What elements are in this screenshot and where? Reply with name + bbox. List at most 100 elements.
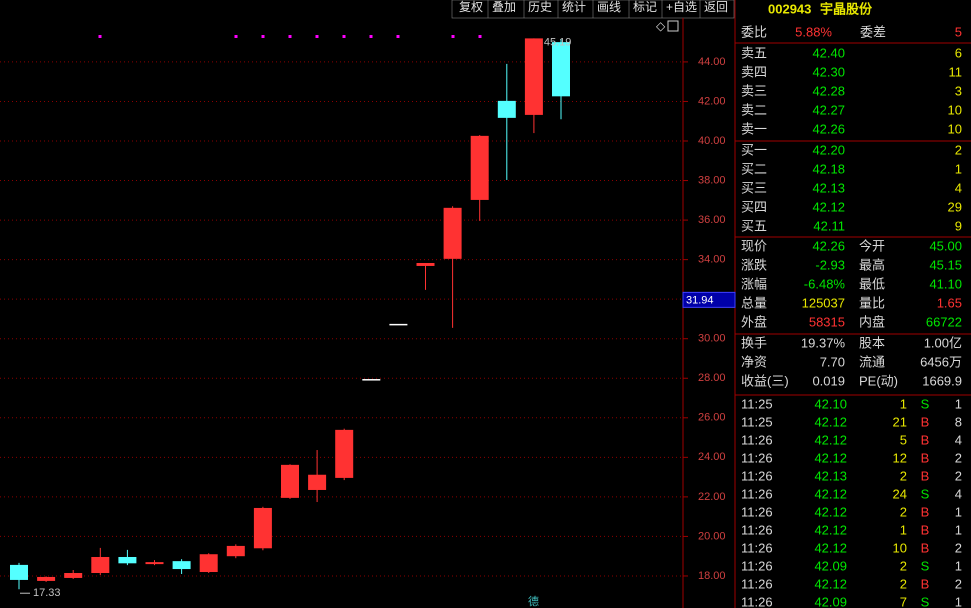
level-volume: 9 <box>955 218 962 233</box>
toolbar-button[interactable]: 复权 <box>459 0 483 14</box>
stat-label: 涨幅 <box>741 276 767 291</box>
trade-time: 11:26 <box>741 522 773 537</box>
stat-value: 41.10 <box>929 276 962 291</box>
event-dot <box>478 35 482 38</box>
trade-volume: 2 <box>900 504 907 519</box>
trade-volume: 2 <box>900 558 907 573</box>
trade-volume: 2 <box>900 576 907 591</box>
trade-price: 42.13 <box>814 468 847 483</box>
candle-body <box>552 42 570 97</box>
trade-side: B <box>921 450 930 465</box>
stat-value: -2.93 <box>815 257 845 272</box>
value: 5.88% <box>795 24 832 39</box>
level-label: 买二 <box>741 161 767 176</box>
trade-price: 42.12 <box>814 486 847 501</box>
y-tick-label: 26.00 <box>698 412 726 424</box>
level-label: 卖五 <box>741 45 767 60</box>
candle-body <box>470 135 489 200</box>
level-price: 42.28 <box>812 83 845 98</box>
y-tick-label: 20.00 <box>698 530 726 542</box>
y-tick-label: 36.00 <box>698 214 726 226</box>
trade-count: 1 <box>955 522 962 537</box>
trade-side: S <box>921 396 930 411</box>
price-marker-label: 31.94 <box>686 294 714 306</box>
toolbar-button[interactable]: 画线 <box>597 0 621 14</box>
candle-body <box>443 207 462 259</box>
stat-value: 45.00 <box>929 238 962 253</box>
trade-side: B <box>921 540 930 555</box>
stat-label: 现价 <box>741 238 767 253</box>
stock-name: 宇晶股份 <box>820 1 873 16</box>
y-tick-label: 34.00 <box>698 254 726 266</box>
level-volume: 2 <box>955 142 962 157</box>
fin-label: 收益(三) <box>741 373 789 388</box>
y-tick-label: 24.00 <box>698 451 726 463</box>
y-tick-label: 38.00 <box>698 174 726 186</box>
level-volume: 6 <box>955 45 962 60</box>
event-dot <box>288 35 292 38</box>
toolbar-button[interactable]: 统计 <box>562 0 586 14</box>
fin-value: 6456万 <box>920 354 962 369</box>
toolbar-button[interactable]: 叠加 <box>492 0 516 14</box>
candle-body <box>308 474 327 490</box>
trade-volume: 7 <box>900 594 907 608</box>
level-price: 42.40 <box>812 45 845 60</box>
candle-body <box>497 100 516 118</box>
label: 委差 <box>860 24 886 39</box>
candle-body <box>226 545 245 557</box>
fin-value: 19.37% <box>801 335 846 350</box>
level-price: 42.30 <box>812 64 845 79</box>
fin-label: PE(动) <box>859 373 898 388</box>
trade-count: 1 <box>955 558 962 573</box>
toolbar-button[interactable]: +自选 <box>666 0 697 14</box>
y-tick-label: 22.00 <box>698 491 726 503</box>
trade-side: B <box>921 576 930 591</box>
price-marker-box <box>682 291 736 308</box>
level-label: 卖三 <box>741 83 767 98</box>
trade-side: B <box>921 468 930 483</box>
trade-count: 2 <box>955 468 962 483</box>
fin-label: 净资 <box>741 354 767 369</box>
trade-count: 4 <box>955 432 962 447</box>
level-volume: 1 <box>955 161 962 176</box>
level-price: 42.26 <box>812 121 845 136</box>
level-volume: 3 <box>955 83 962 98</box>
trade-time: 11:25 <box>741 396 773 411</box>
trade-price: 42.12 <box>814 522 847 537</box>
diamond-icon[interactable]: ◇ <box>656 19 666 33</box>
event-dot <box>315 35 319 38</box>
candle-body <box>172 561 191 570</box>
trade-volume: 24 <box>893 486 907 501</box>
stat-value: 1.65 <box>937 295 962 310</box>
trade-side: B <box>921 414 930 429</box>
stat-value: 125037 <box>802 295 845 310</box>
level-price: 42.20 <box>812 142 845 157</box>
y-tick-label: 30.00 <box>698 333 726 345</box>
event-dot <box>396 35 400 38</box>
trade-price: 42.12 <box>814 504 847 519</box>
badge: 德 <box>528 594 539 608</box>
trade-time: 11:26 <box>741 504 773 519</box>
toolbar-button[interactable]: 标记 <box>633 0 657 14</box>
event-dot <box>342 35 346 38</box>
trade-side: S <box>921 594 930 608</box>
fin-label: 股本 <box>859 335 885 350</box>
fin-value: 7.70 <box>820 354 845 369</box>
level-price: 42.27 <box>812 102 845 117</box>
trade-price: 42.09 <box>814 558 847 573</box>
trade-price: 42.09 <box>814 594 847 608</box>
candle-body <box>253 507 272 549</box>
trade-side: B <box>921 522 930 537</box>
stat-label: 量比 <box>859 295 885 310</box>
trade-time: 11:26 <box>741 540 773 555</box>
y-tick-label: 18.00 <box>698 570 726 582</box>
fin-value: 1669.9 <box>922 373 962 388</box>
trade-volume: 10 <box>893 540 907 555</box>
toolbar-button[interactable]: 历史 <box>528 0 552 14</box>
toolbar-button[interactable]: 返回 <box>704 0 728 14</box>
trade-price: 42.12 <box>814 540 847 555</box>
trade-price: 42.12 <box>814 432 847 447</box>
low-label: 17.33 <box>33 587 61 599</box>
level-label: 卖二 <box>741 102 767 117</box>
window-icon[interactable] <box>667 20 679 32</box>
